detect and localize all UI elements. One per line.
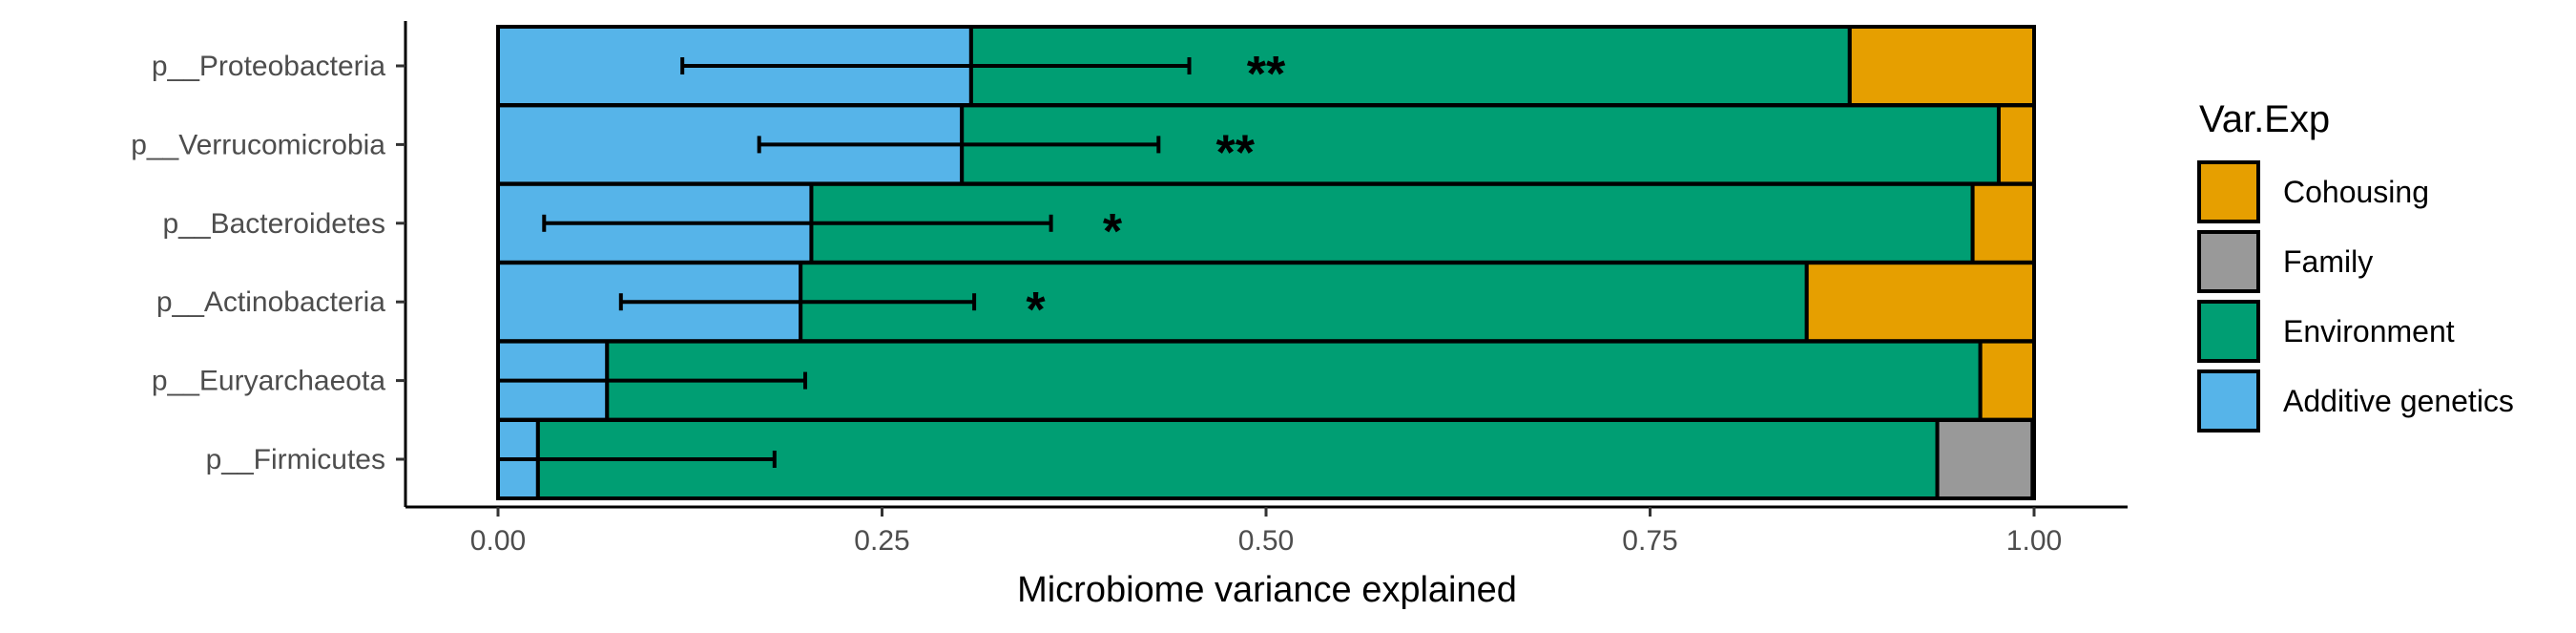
y-tick-label-p-verrucomicrobia: p__Verrucomicrobia: [131, 129, 385, 160]
legend-key-family: [2197, 230, 2260, 293]
error-bar-p-firmicutes: [498, 451, 777, 468]
y-tick-labels: p__Proteobacteria p__Verrucomicrobia p__Ba…: [131, 51, 405, 475]
bar-p-firmicutes-family: [1935, 418, 2035, 500]
y-tick-label-p-actinobacteria: p__Actinobacteria: [156, 286, 385, 318]
x-tick-label: 0.00: [470, 525, 526, 557]
x-tick-label: 0.50: [1238, 525, 1294, 557]
legend-key-environment: [2197, 300, 2260, 363]
legend-label-additive-genetics: Additive genetics: [2283, 384, 2514, 418]
bar-p-actinobacteria-cohousing: [1804, 261, 2036, 344]
x-tick-label: 0.25: [854, 525, 909, 557]
error-bar-p-verrucomicrobia: [757, 136, 1161, 154]
error-bar-p-proteobacteria: [680, 57, 1192, 74]
y-tick-label-p-bacteroidetes: p__Bacteroidetes: [163, 208, 386, 240]
error-bar-p-bacteroidetes: [542, 214, 1053, 232]
x-axis-title: Microbiome variance explained: [1017, 570, 1517, 610]
y-tick-label-p-euryarchaeota: p__Euryarchaeota: [152, 366, 385, 397]
y-tick-label-p-proteobacteria: p__Proteobacteria: [152, 51, 385, 82]
bar-p-verrucomicrobia-cohousing: [1996, 103, 2036, 186]
bar-p-firmicutes-cohousing: [2030, 418, 2036, 500]
significance-p-proteobacteria: **: [1247, 47, 1286, 102]
significance-p-bacteroidetes: *: [1103, 204, 1123, 260]
legend-key-cohousing: [2197, 160, 2260, 223]
legend: Var.Exp Cohousing Family Environment Additi…: [2197, 98, 2514, 433]
error-bar-p-actinobacteria: [618, 293, 977, 311]
x-tick-label: 1.00: [2006, 525, 2062, 557]
plot-area: ******: [496, 25, 2037, 500]
bar-p-euryarchaeota-environment: [605, 339, 1983, 422]
legend-label-family: Family: [2283, 244, 2373, 279]
legend-title: Var.Exp: [2199, 98, 2330, 140]
significance-p-verrucomicrobia: **: [1216, 125, 1256, 180]
bar-p-proteobacteria-cohousing: [1847, 25, 2037, 107]
bar-p-bacteroidetes-cohousing: [1970, 181, 2037, 264]
legend-label-environment: Environment: [2283, 314, 2455, 348]
legend-label-cohousing: Cohousing: [2283, 175, 2429, 209]
x-tick-labels: 0.00 0.25 0.50 0.75 1.00: [470, 507, 2062, 557]
y-tick-label-p-firmicutes: p__Firmicutes: [206, 444, 385, 475]
bar-p-euryarchaeota-cohousing: [1978, 339, 2036, 422]
legend-key-additive-genetics: [2197, 369, 2260, 433]
x-tick-label: 0.75: [1622, 525, 1677, 557]
error-bar-p-euryarchaeota: [498, 371, 807, 390]
significance-p-actinobacteria: *: [1026, 283, 1046, 338]
